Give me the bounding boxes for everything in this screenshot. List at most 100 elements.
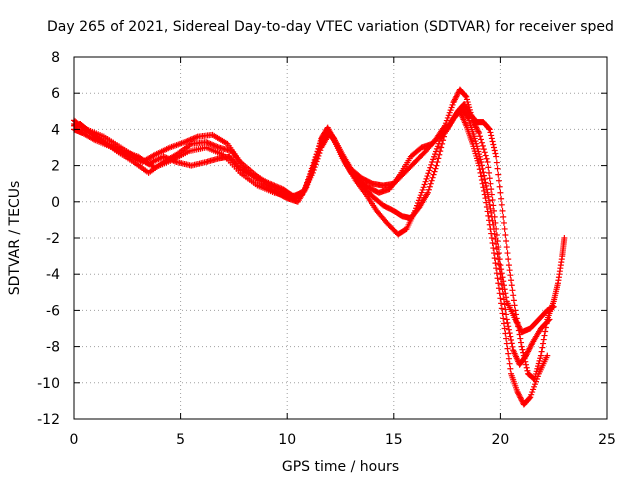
data-point bbox=[419, 186, 426, 193]
data-point bbox=[539, 344, 546, 351]
data-point bbox=[425, 170, 432, 177]
data-point bbox=[518, 343, 525, 350]
y-axis-label: SDTVAR / TECUs bbox=[7, 181, 23, 296]
y-tick-label: 2 bbox=[51, 159, 60, 175]
chart-title: Day 265 of 2021, Sidereal Day-to-day VTE… bbox=[47, 19, 614, 35]
data-point bbox=[491, 255, 498, 262]
data-point bbox=[510, 292, 517, 299]
data-point bbox=[422, 178, 429, 185]
data-point bbox=[505, 262, 512, 269]
data-point bbox=[493, 153, 500, 160]
data-point bbox=[446, 109, 453, 116]
data-point bbox=[463, 96, 470, 103]
x-tick-label: 15 bbox=[385, 432, 403, 448]
data-point bbox=[491, 144, 498, 151]
y-tick-label: 6 bbox=[51, 86, 60, 102]
data-point bbox=[505, 326, 512, 333]
data-point bbox=[498, 305, 505, 312]
data-point bbox=[449, 101, 456, 108]
data-point bbox=[495, 171, 502, 178]
data-point bbox=[532, 373, 539, 380]
data-point bbox=[531, 383, 538, 390]
data-point bbox=[486, 126, 493, 133]
data-point bbox=[476, 166, 483, 173]
data-point bbox=[510, 297, 517, 304]
data-point bbox=[498, 201, 505, 208]
data-point bbox=[511, 302, 518, 309]
data-point bbox=[501, 325, 508, 332]
data-point bbox=[483, 204, 490, 211]
data-point bbox=[443, 117, 450, 124]
data-point bbox=[544, 352, 551, 359]
data-point bbox=[481, 176, 488, 183]
y-tick-label: 0 bbox=[51, 195, 60, 211]
data-point bbox=[522, 358, 529, 365]
data-point bbox=[521, 355, 528, 362]
data-point bbox=[537, 352, 544, 359]
data-point bbox=[541, 332, 548, 339]
y-tick-label: -8 bbox=[46, 340, 60, 356]
data-point bbox=[495, 256, 502, 263]
data-point bbox=[502, 306, 509, 313]
series-track-b bbox=[71, 104, 553, 368]
data-point bbox=[497, 271, 504, 278]
data-point bbox=[484, 158, 491, 165]
data-point bbox=[505, 350, 512, 357]
data-point bbox=[485, 164, 492, 171]
data-point bbox=[484, 208, 491, 215]
data-point bbox=[518, 339, 525, 346]
data-point bbox=[420, 184, 427, 191]
data-point bbox=[438, 144, 445, 151]
data-point bbox=[503, 238, 510, 245]
data-point bbox=[481, 172, 488, 179]
data-point bbox=[427, 164, 434, 171]
data-point bbox=[493, 241, 500, 248]
data-point bbox=[504, 319, 511, 326]
data-point bbox=[418, 189, 425, 196]
data-point bbox=[499, 207, 506, 214]
data-point bbox=[482, 195, 489, 202]
data-point bbox=[448, 104, 455, 111]
data-point bbox=[429, 158, 436, 165]
data-point bbox=[478, 173, 485, 180]
data-point bbox=[530, 386, 537, 393]
data-point bbox=[531, 376, 538, 383]
data-point bbox=[445, 112, 452, 119]
data-point bbox=[503, 340, 510, 347]
data-point bbox=[480, 146, 487, 153]
data-point bbox=[533, 368, 540, 375]
data-point bbox=[503, 316, 510, 323]
x-tick-label: 25 bbox=[598, 432, 616, 448]
data-point bbox=[429, 174, 436, 181]
data-point bbox=[440, 137, 447, 144]
x-tick-label: 0 bbox=[70, 432, 79, 448]
data-point bbox=[498, 300, 505, 307]
data-point bbox=[431, 153, 438, 160]
data-point bbox=[423, 175, 430, 182]
x-tick-label: 5 bbox=[176, 432, 185, 448]
data-point bbox=[309, 169, 316, 176]
data-point bbox=[515, 323, 522, 330]
data-point bbox=[542, 328, 549, 335]
data-point bbox=[494, 165, 501, 172]
data-point bbox=[486, 175, 493, 182]
data-point bbox=[435, 155, 442, 162]
data-point bbox=[488, 135, 495, 142]
data-point bbox=[425, 186, 432, 193]
y-tick-label: -6 bbox=[46, 303, 60, 319]
data-point bbox=[416, 194, 423, 201]
data-point bbox=[538, 348, 545, 355]
data-point bbox=[500, 213, 507, 220]
data-point bbox=[476, 130, 483, 137]
data-point bbox=[520, 352, 527, 359]
data-point bbox=[529, 389, 536, 396]
data-point bbox=[497, 295, 504, 302]
data-point bbox=[508, 282, 515, 289]
data-point bbox=[500, 296, 507, 303]
data-point bbox=[515, 327, 522, 334]
data-point bbox=[532, 370, 539, 377]
data-point bbox=[537, 355, 544, 362]
data-point bbox=[417, 192, 424, 199]
y-tick-label: 8 bbox=[51, 50, 60, 66]
data-point bbox=[492, 150, 499, 157]
